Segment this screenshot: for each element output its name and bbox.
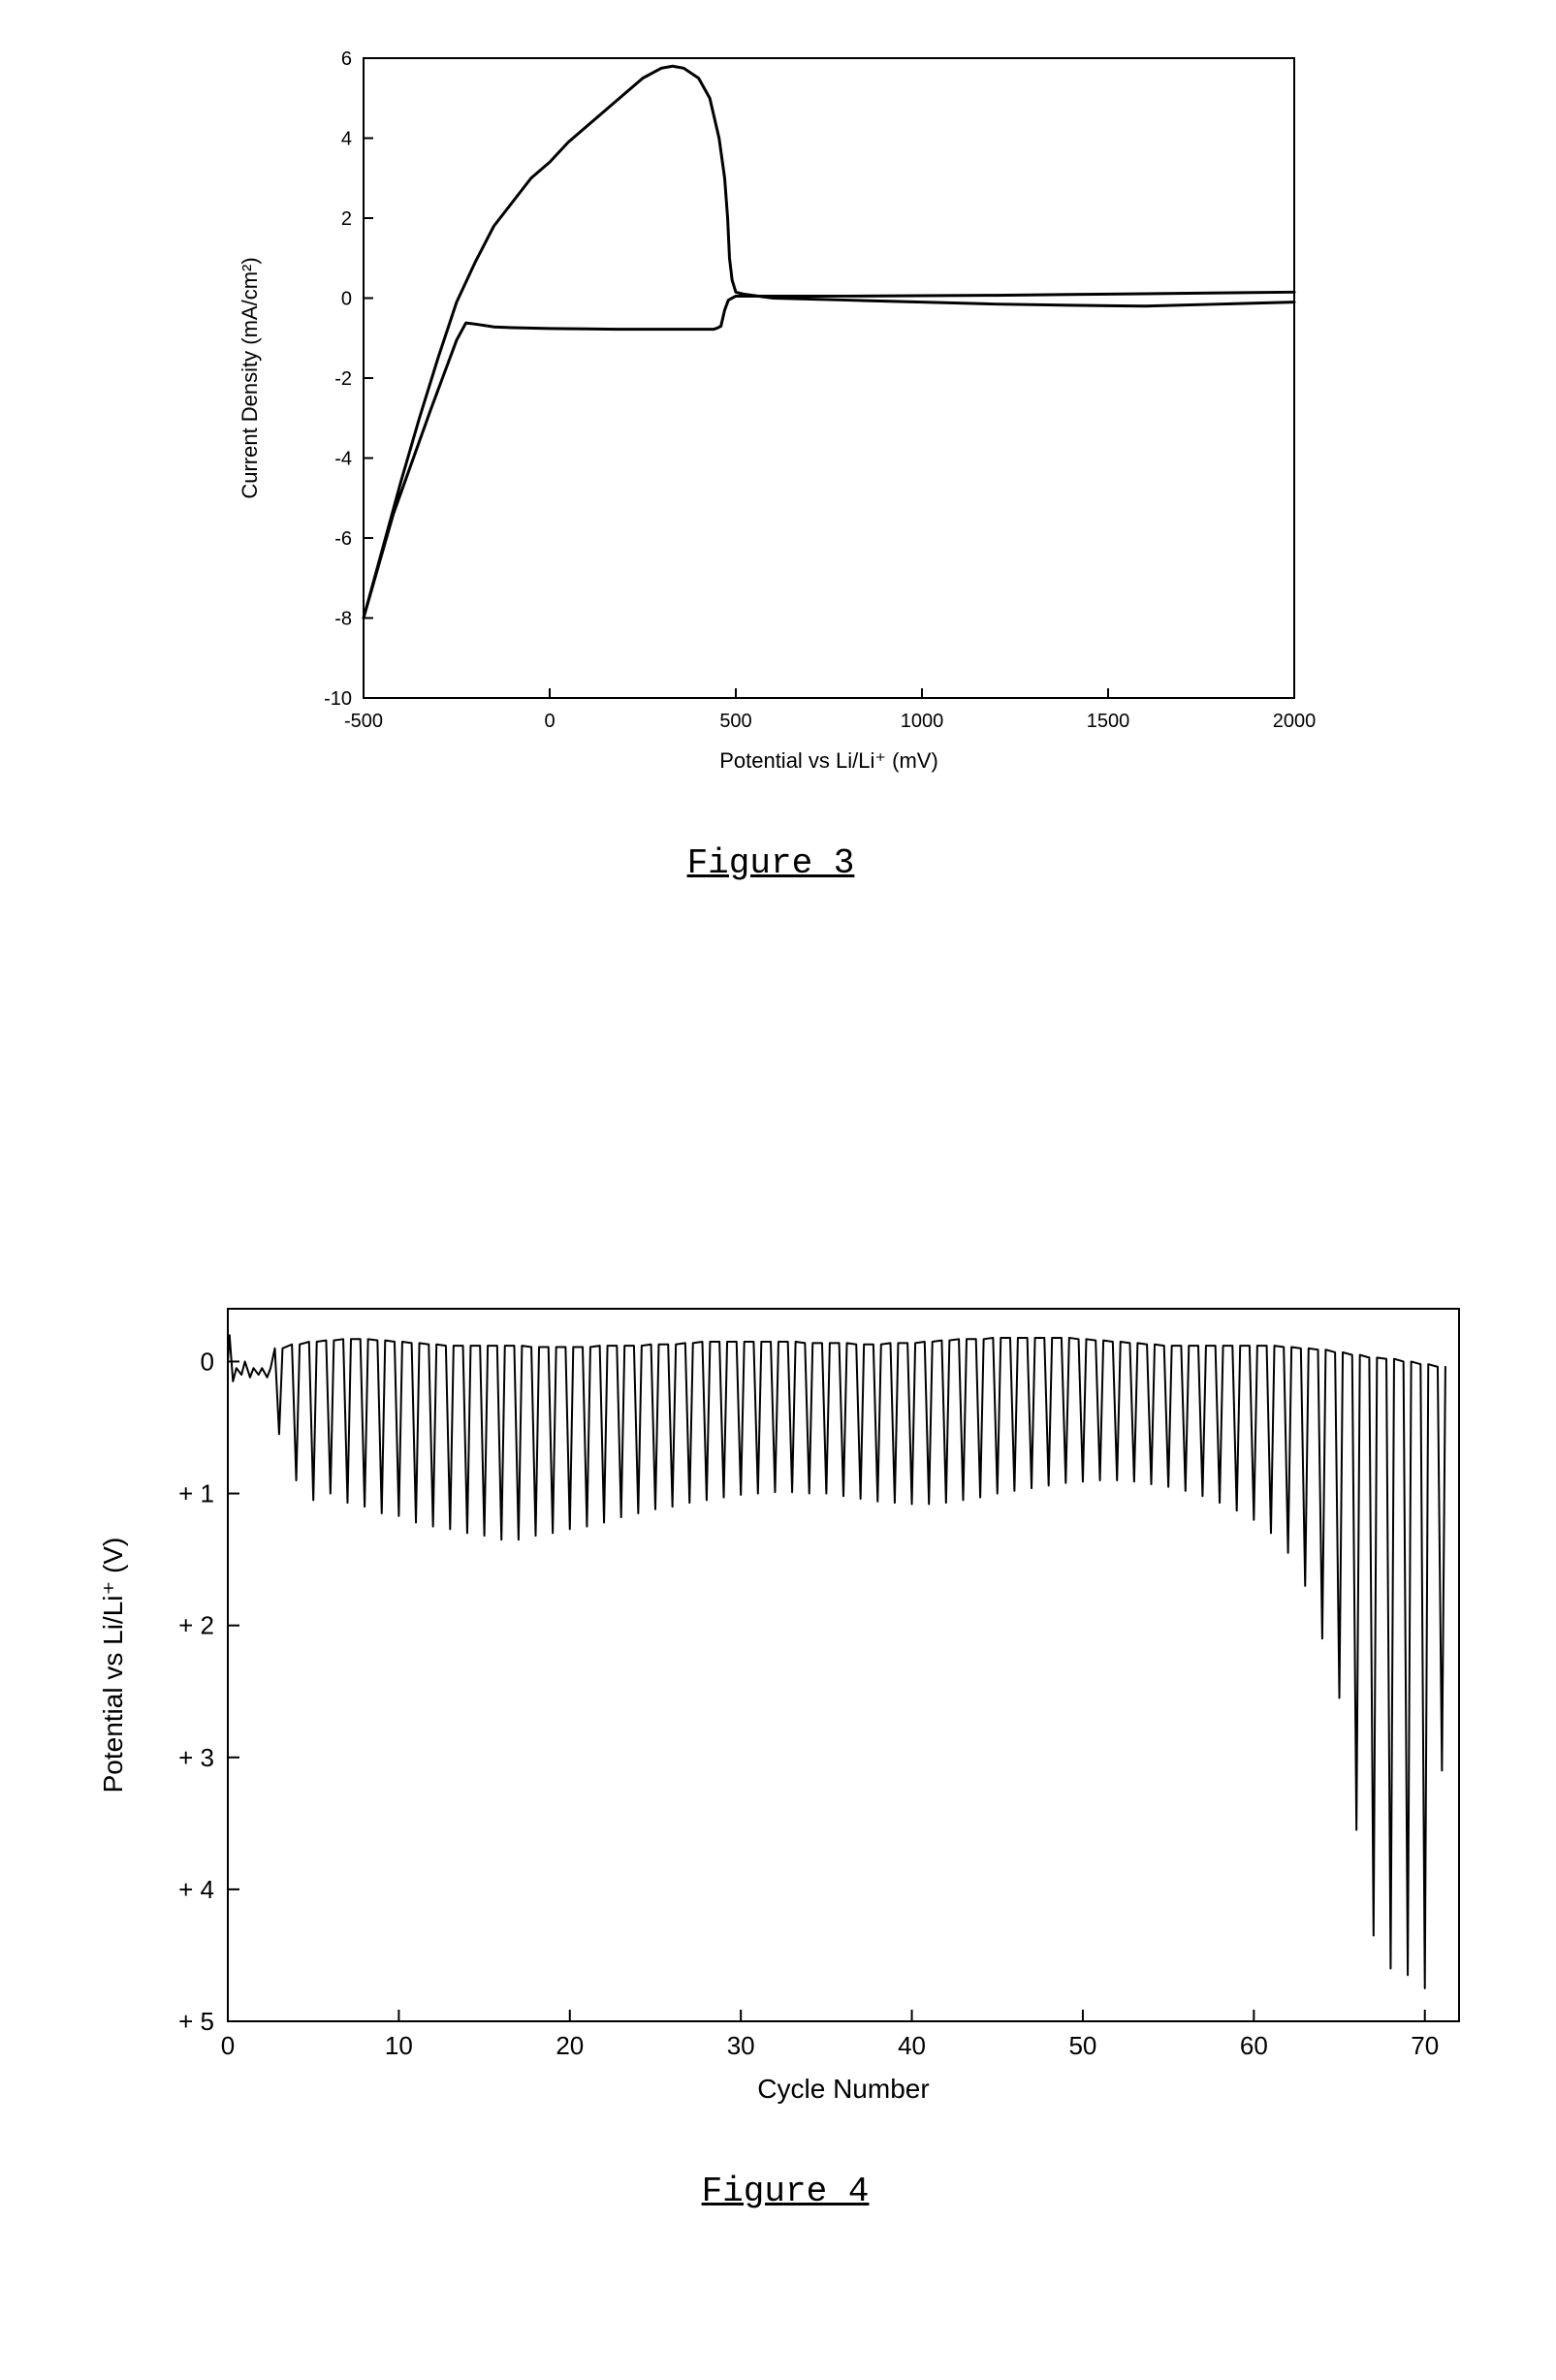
svg-text:-10: -10 [324, 688, 352, 710]
svg-text:500: 500 [719, 711, 751, 732]
svg-text:1500: 1500 [1087, 711, 1130, 732]
page: -5000500100015002000-10-8-6-4-20246Poten… [0, 0, 1556, 2380]
svg-text:0: 0 [201, 1347, 214, 1376]
svg-text:10: 10 [385, 2031, 413, 2060]
svg-text:Current Density (mA/cm²): Current Density (mA/cm²) [238, 257, 262, 498]
svg-text:Potential vs Li/Li⁺ (V): Potential vs Li/Li⁺ (V) [98, 1538, 128, 1793]
figure-4-caption: Figure 4 [87, 2172, 1483, 2211]
svg-text:50: 50 [1068, 2031, 1096, 2060]
svg-text:-2: -2 [334, 368, 352, 390]
svg-text:0: 0 [341, 289, 352, 310]
svg-text:2: 2 [341, 208, 352, 230]
svg-text:Potential vs Li/Li⁺ (mV): Potential vs Li/Li⁺ (mV) [719, 748, 938, 773]
svg-text:60: 60 [1240, 2031, 1268, 2060]
figure-3-chart: -500 0 500 1000 1500 2000 -10 -8 -6 -4 -2 0 2 4 6 Poten… [223, 39, 1318, 785]
svg-text:20: 20 [556, 2031, 584, 2060]
svg-text:+ 2: + 2 [178, 1611, 214, 1640]
figure-4-chart: 0 10 20 30 40 50 60 70 0 + 1 + 2 + 3 + 4 + 5 Cycle Num… [87, 1289, 1483, 2113]
svg-text:-6: -6 [334, 528, 352, 550]
svg-text:40: 40 [898, 2031, 926, 2060]
svg-text:6: 6 [341, 48, 352, 70]
svg-text:+ 5: + 5 [178, 2007, 214, 2036]
svg-text:0: 0 [544, 711, 555, 732]
svg-text:+ 4: + 4 [178, 1875, 214, 1904]
svg-text:-500: -500 [344, 711, 383, 732]
svg-text:70: 70 [1411, 2031, 1439, 2060]
svg-text:1000: 1000 [901, 711, 944, 732]
svg-text:+ 3: + 3 [178, 1743, 214, 1772]
svg-text:0: 0 [221, 2031, 235, 2060]
figure-4-container: 0 10 20 30 40 50 60 70 0 + 1 + 2 + 3 + 4 + 5 Cycle Num… [87, 1289, 1483, 2211]
svg-text:-4: -4 [334, 449, 352, 470]
svg-text:30: 30 [727, 2031, 755, 2060]
svg-text:2000: 2000 [1273, 711, 1317, 732]
figure-3-container: -500 0 500 1000 1500 2000 -10 -8 -6 -4 -2 0 2 4 6 Poten… [223, 39, 1318, 883]
svg-text:Cycle Number: Cycle Number [757, 2074, 929, 2104]
svg-text:4: 4 [341, 129, 352, 150]
svg-text:-8: -8 [334, 609, 352, 630]
figure-3-caption: Figure 3 [223, 843, 1318, 883]
svg-text:+ 1: + 1 [178, 1479, 214, 1508]
